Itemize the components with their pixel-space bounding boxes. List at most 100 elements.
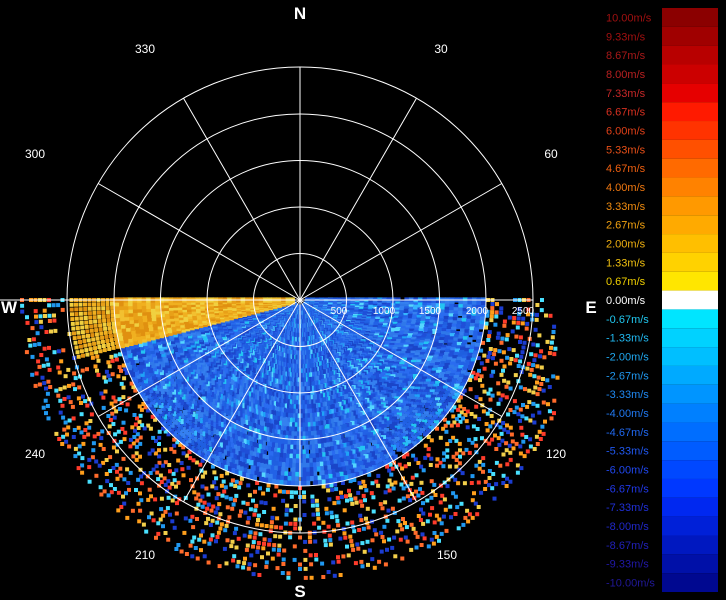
radar-return — [269, 442, 275, 448]
radar-return — [408, 437, 414, 443]
radar-return — [392, 535, 397, 540]
radar-return — [247, 440, 253, 447]
radar-return — [534, 434, 539, 439]
radar-return — [363, 498, 367, 503]
radar-return — [425, 386, 432, 392]
radar-return — [241, 438, 247, 444]
radar-return — [332, 463, 338, 469]
radar-return — [306, 444, 312, 450]
radar-return — [494, 482, 499, 487]
radar-return — [466, 315, 472, 321]
radar-return — [280, 462, 286, 468]
radar-return — [545, 339, 550, 344]
radar-return — [262, 541, 266, 546]
radar-return — [468, 365, 474, 371]
radar-return — [283, 426, 290, 432]
radar-return — [328, 460, 334, 466]
radar-return — [408, 498, 413, 503]
radar-return — [252, 447, 258, 453]
radar-return — [219, 453, 225, 459]
radar-return — [190, 554, 195, 559]
radar-return — [463, 413, 468, 417]
radar-return — [322, 447, 328, 453]
radar-return — [531, 401, 536, 406]
radar-return — [517, 307, 522, 312]
radar-return — [322, 470, 329, 476]
radar-return — [511, 348, 516, 353]
radar-return — [426, 348, 432, 354]
radar-return — [427, 328, 434, 334]
radar-return — [439, 309, 446, 315]
radar-return — [530, 413, 535, 418]
radar-return — [323, 451, 329, 457]
radar-return — [499, 431, 504, 436]
radar-return — [354, 462, 360, 468]
radar-return — [441, 426, 446, 431]
radar-return — [308, 430, 314, 437]
radar-return — [327, 455, 333, 461]
radar-return — [298, 535, 302, 540]
radar-return — [435, 300, 442, 306]
radar-return — [274, 452, 280, 458]
radar-return — [528, 372, 533, 377]
radar-return — [368, 426, 374, 432]
radar-return — [420, 490, 425, 495]
radar-return — [300, 426, 306, 433]
radar-return — [433, 323, 439, 329]
radar-return — [479, 374, 484, 379]
radar-return — [319, 429, 325, 435]
radar-return — [358, 485, 363, 490]
radar-return — [301, 480, 307, 487]
radar-return — [528, 418, 533, 423]
radar-return — [316, 448, 322, 454]
radar-return — [481, 469, 485, 474]
radar-return — [163, 531, 168, 535]
radar-return — [433, 493, 438, 497]
radar-return — [293, 471, 299, 478]
radar-return — [175, 501, 179, 506]
radar-return — [199, 533, 203, 538]
radar-return — [251, 437, 257, 443]
radar-return — [247, 534, 252, 539]
radar-return — [499, 306, 504, 311]
radar-return — [303, 440, 309, 446]
radar-return — [463, 351, 469, 357]
radar-return — [269, 367, 275, 373]
radar-return — [362, 484, 367, 488]
radar-return — [241, 457, 247, 464]
radar-return — [221, 449, 227, 455]
radar-return — [444, 374, 450, 380]
radar-return — [345, 377, 351, 383]
radar-return — [501, 452, 506, 457]
radar-return — [442, 377, 448, 383]
radar-return — [404, 525, 409, 530]
radar-return — [331, 459, 337, 465]
radar-return — [359, 465, 365, 471]
radar-return — [396, 519, 401, 524]
radar-return — [303, 575, 308, 580]
radar-return — [462, 314, 468, 320]
radar-return — [237, 470, 243, 476]
radar-return — [426, 302, 432, 308]
radar-return — [360, 503, 365, 508]
radar-return — [313, 539, 318, 544]
radar-return — [386, 437, 392, 443]
radar-return — [258, 425, 264, 431]
radar-return — [202, 539, 207, 544]
radar-return — [528, 437, 533, 442]
radar-return — [453, 494, 458, 499]
radar-return — [245, 468, 251, 474]
radar-return — [367, 447, 374, 453]
radar-return — [314, 457, 320, 463]
radar-return — [532, 358, 537, 363]
radar-return — [474, 463, 479, 468]
radar-return — [202, 554, 207, 559]
radar-return — [463, 332, 469, 338]
radar-return — [190, 539, 195, 544]
radar-return — [253, 531, 258, 536]
radar-return — [461, 358, 467, 364]
radar-return — [367, 472, 372, 477]
radar-return — [467, 450, 472, 455]
radar-return — [318, 461, 324, 467]
radar-return — [392, 427, 398, 433]
